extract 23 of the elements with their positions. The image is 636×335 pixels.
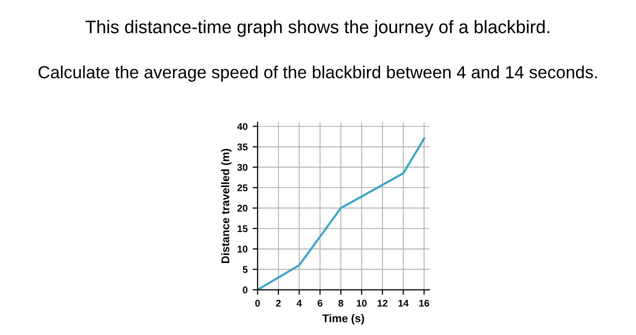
y-tick-label: 15 xyxy=(238,225,248,232)
y-axis-title: Distance travelled (m) xyxy=(221,148,232,264)
y-tick-label: 25 xyxy=(237,184,248,192)
chart-title: This distance-time graph shows the journey of a blackbird. xyxy=(86,20,550,37)
y-tick-label: 20 xyxy=(237,204,248,212)
x-tick-label: 14 xyxy=(398,300,409,307)
y-tick-label: 40 xyxy=(237,123,248,130)
chart-subtitle: Calculate the average speed of the blackbird between 4 and 14 seconds. xyxy=(38,66,597,82)
x-tick-label: 0 xyxy=(255,300,260,307)
line-series xyxy=(258,138,426,290)
x-axis-title: Time (s) xyxy=(322,314,364,324)
x-tick-label: 10 xyxy=(356,300,367,307)
x-tick-label: 2 xyxy=(276,300,281,307)
y-tick-label: 5 xyxy=(242,266,248,273)
x-tick-label: 6 xyxy=(318,300,322,307)
y-tick-label: 10 xyxy=(238,246,248,253)
x-tick-label: 8 xyxy=(338,300,344,307)
x-tick-label: 12 xyxy=(378,300,388,307)
y-tick-label: 0 xyxy=(242,286,248,294)
y-tick-label: 30 xyxy=(237,164,248,171)
x-tick-label: 4 xyxy=(296,300,302,307)
x-tick-label: 16 xyxy=(419,300,430,307)
y-tick-label: 35 xyxy=(237,144,248,150)
